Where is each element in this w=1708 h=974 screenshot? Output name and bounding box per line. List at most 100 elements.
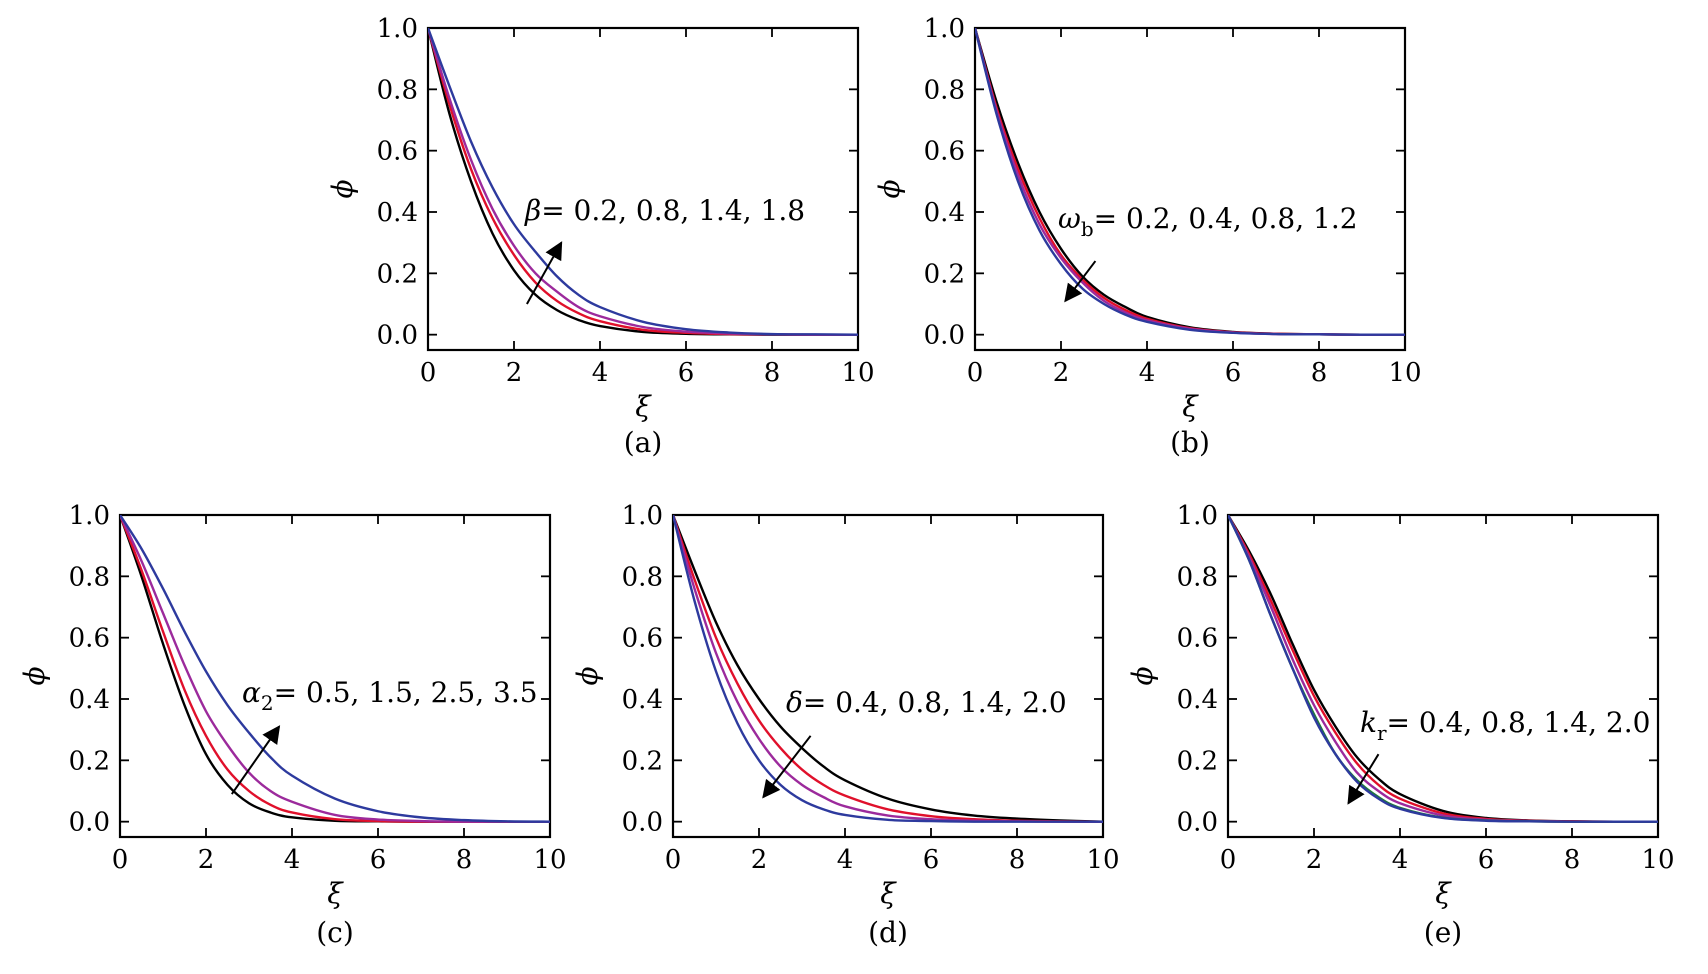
x-tick-label: 8 — [1311, 358, 1328, 388]
trend-arrow — [1064, 260, 1097, 303]
chart-panel-c: 0 2 4 6 8 100.00.20.40.60.81.0ξϕ(c)α2= 0.5, 1… — [18, 501, 567, 949]
y-tick-label: 0.4 — [377, 198, 418, 228]
y-tick-label: 0.8 — [1177, 562, 1218, 592]
trend-arrow — [762, 735, 812, 799]
x-tick-label: 0 — [420, 358, 437, 388]
trend-arrow — [1347, 753, 1380, 805]
panel-label: (b) — [1170, 426, 1210, 459]
x-tick-label: 0 — [1220, 845, 1237, 875]
chart-panel-e: 0 2 4 6 8 10 0.0 0.2 0.4 0.6 0.8 1.0 ξ ϕ (e) kr= 0.4, 0… — [1126, 501, 1675, 949]
panel-label: (e) — [1424, 916, 1462, 949]
panel-label: (a) — [624, 426, 663, 459]
series-line — [120, 515, 550, 823]
y-tick-label: 0.2 — [377, 259, 418, 289]
y-tick-label: 0.6 — [622, 624, 663, 654]
y-tick-label: 0.6 — [1177, 624, 1218, 654]
y-tick-label: 0.0 — [924, 321, 965, 351]
x-tick-label: 4 — [1139, 358, 1156, 388]
x-tick-label: 6 — [923, 845, 940, 875]
y-tick-label: 0.8 — [622, 562, 663, 592]
chart-panel-b: 0 2 4 6 8 10 0.0 0.2 0.4 0.6 0.8 1.0 ξ ϕ (b) ωb= 0.2, 0… — [873, 14, 1422, 459]
x-tick-label: 6 — [1478, 845, 1495, 875]
parameter-subscript: 2 — [261, 691, 274, 715]
panel-label: (c) — [316, 916, 354, 949]
y-tick-label: 0.2 — [924, 259, 965, 289]
y-axis-label: ϕ — [571, 666, 604, 685]
series-line — [673, 515, 1103, 823]
y-tick-label: 0.4 — [622, 685, 663, 715]
x-tick-label: 2 — [751, 845, 768, 875]
parameter-annotation: α2= 0.5, 1.5, 2.5, 3.5 — [242, 676, 538, 715]
x-tick-label: 4 — [1392, 845, 1409, 875]
plot-frame — [671, 513, 1105, 839]
parameter-values: = 0.4, 0.8, 1.4, 2.0 — [803, 686, 1067, 719]
parameter-subscript: b — [1081, 217, 1094, 241]
x-tick-label: 0 — [112, 845, 129, 875]
x-axis-label: ξ — [880, 877, 897, 910]
y-tick-label: 0.2 — [1177, 746, 1218, 776]
parameter-values: = 0.5, 1.5, 2.5, 3.5 — [274, 676, 538, 709]
x-tick-label: 8 — [1009, 845, 1026, 875]
x-tick-label: 10 — [533, 845, 566, 875]
y-tick-label: 1.0 — [924, 14, 965, 44]
parameter-annotation: β= 0.2, 0.8, 1.4, 1.8 — [524, 194, 805, 227]
series-line — [428, 28, 858, 336]
x-tick-label: 2 — [1053, 358, 1070, 388]
x-tick-label: 8 — [764, 358, 781, 388]
y-tick-label: 0.0 — [69, 808, 110, 838]
y-tick-label: 0.8 — [69, 562, 110, 592]
parameter-annotation: δ= 0.4, 0.8, 1.4, 2.0 — [786, 686, 1067, 719]
y-tick-label: 0.4 — [69, 685, 110, 715]
parameter-symbol: δ — [786, 686, 803, 719]
x-tick-label: 6 — [1225, 358, 1242, 388]
series-line — [673, 515, 1103, 823]
parameter-values: = 0.2, 0.8, 1.4, 1.8 — [541, 194, 805, 227]
plot-frame — [426, 26, 860, 352]
series-line — [673, 515, 1103, 823]
series-line — [975, 28, 1405, 336]
parameter-values: = 0.4, 0.8, 1.4, 2.0 — [1387, 706, 1651, 739]
y-tick-label: 0.2 — [69, 746, 110, 776]
parameter-symbol: ω — [1058, 202, 1081, 235]
y-tick-label: 1.0 — [69, 501, 110, 531]
trend-arrow — [526, 241, 563, 305]
series-line — [975, 28, 1405, 336]
y-tick-label: 0.0 — [1177, 808, 1218, 838]
x-axis-label: ξ — [1435, 877, 1452, 910]
y-tick-label: 0.2 — [622, 746, 663, 776]
x-tick-label: 10 — [841, 358, 874, 388]
chart-panel-a: 0 2 4 6 8 10 0.0 0.2 0.4 0.6 0.8 1.0 ξ ϕ (a) β= 0.2, 0.… — [326, 14, 875, 459]
series-line — [428, 28, 858, 336]
series-line — [120, 515, 550, 823]
parameter-subscript: r — [1377, 721, 1387, 745]
y-tick-label: 0.6 — [924, 137, 965, 167]
series-line — [1228, 515, 1658, 823]
y-axis-label: ϕ — [326, 179, 359, 198]
x-axis-label: ξ — [327, 877, 344, 910]
parameter-symbol: k — [1360, 706, 1377, 739]
y-tick-label: 0.0 — [377, 321, 418, 351]
x-tick-label: 8 — [456, 845, 473, 875]
x-tick-label: 6 — [370, 845, 387, 875]
y-tick-label: 0.8 — [924, 75, 965, 105]
x-tick-label: 4 — [592, 358, 609, 388]
plot-frame — [118, 513, 552, 839]
y-tick-label: 0.6 — [377, 137, 418, 167]
trend-arrow — [230, 725, 281, 795]
parameter-symbol: β — [524, 194, 541, 227]
y-tick-label: 0.8 — [377, 75, 418, 105]
y-tick-label: 1.0 — [377, 14, 418, 44]
parameter-annotation: ωb= 0.2, 0.4, 0.8, 1.2 — [1058, 202, 1358, 241]
parameter-values: = 0.2, 0.4, 0.8, 1.2 — [1094, 202, 1358, 235]
series-line — [428, 28, 858, 336]
x-axis-label: ξ — [635, 390, 652, 423]
y-tick-label: 1.0 — [622, 501, 663, 531]
y-tick-label: 0.6 — [69, 624, 110, 654]
series-line — [428, 28, 858, 336]
chart-panel-d: 0 2 4 6 8 10 0.0 0.2 0.4 0.6 0.8 1.0 ξ ϕ (d) δ= 0.4, 0.… — [571, 501, 1120, 949]
series-line — [120, 515, 550, 823]
y-axis-label: ϕ — [18, 666, 51, 685]
x-tick-label: 4 — [837, 845, 854, 875]
x-tick-label: 2 — [1306, 845, 1323, 875]
